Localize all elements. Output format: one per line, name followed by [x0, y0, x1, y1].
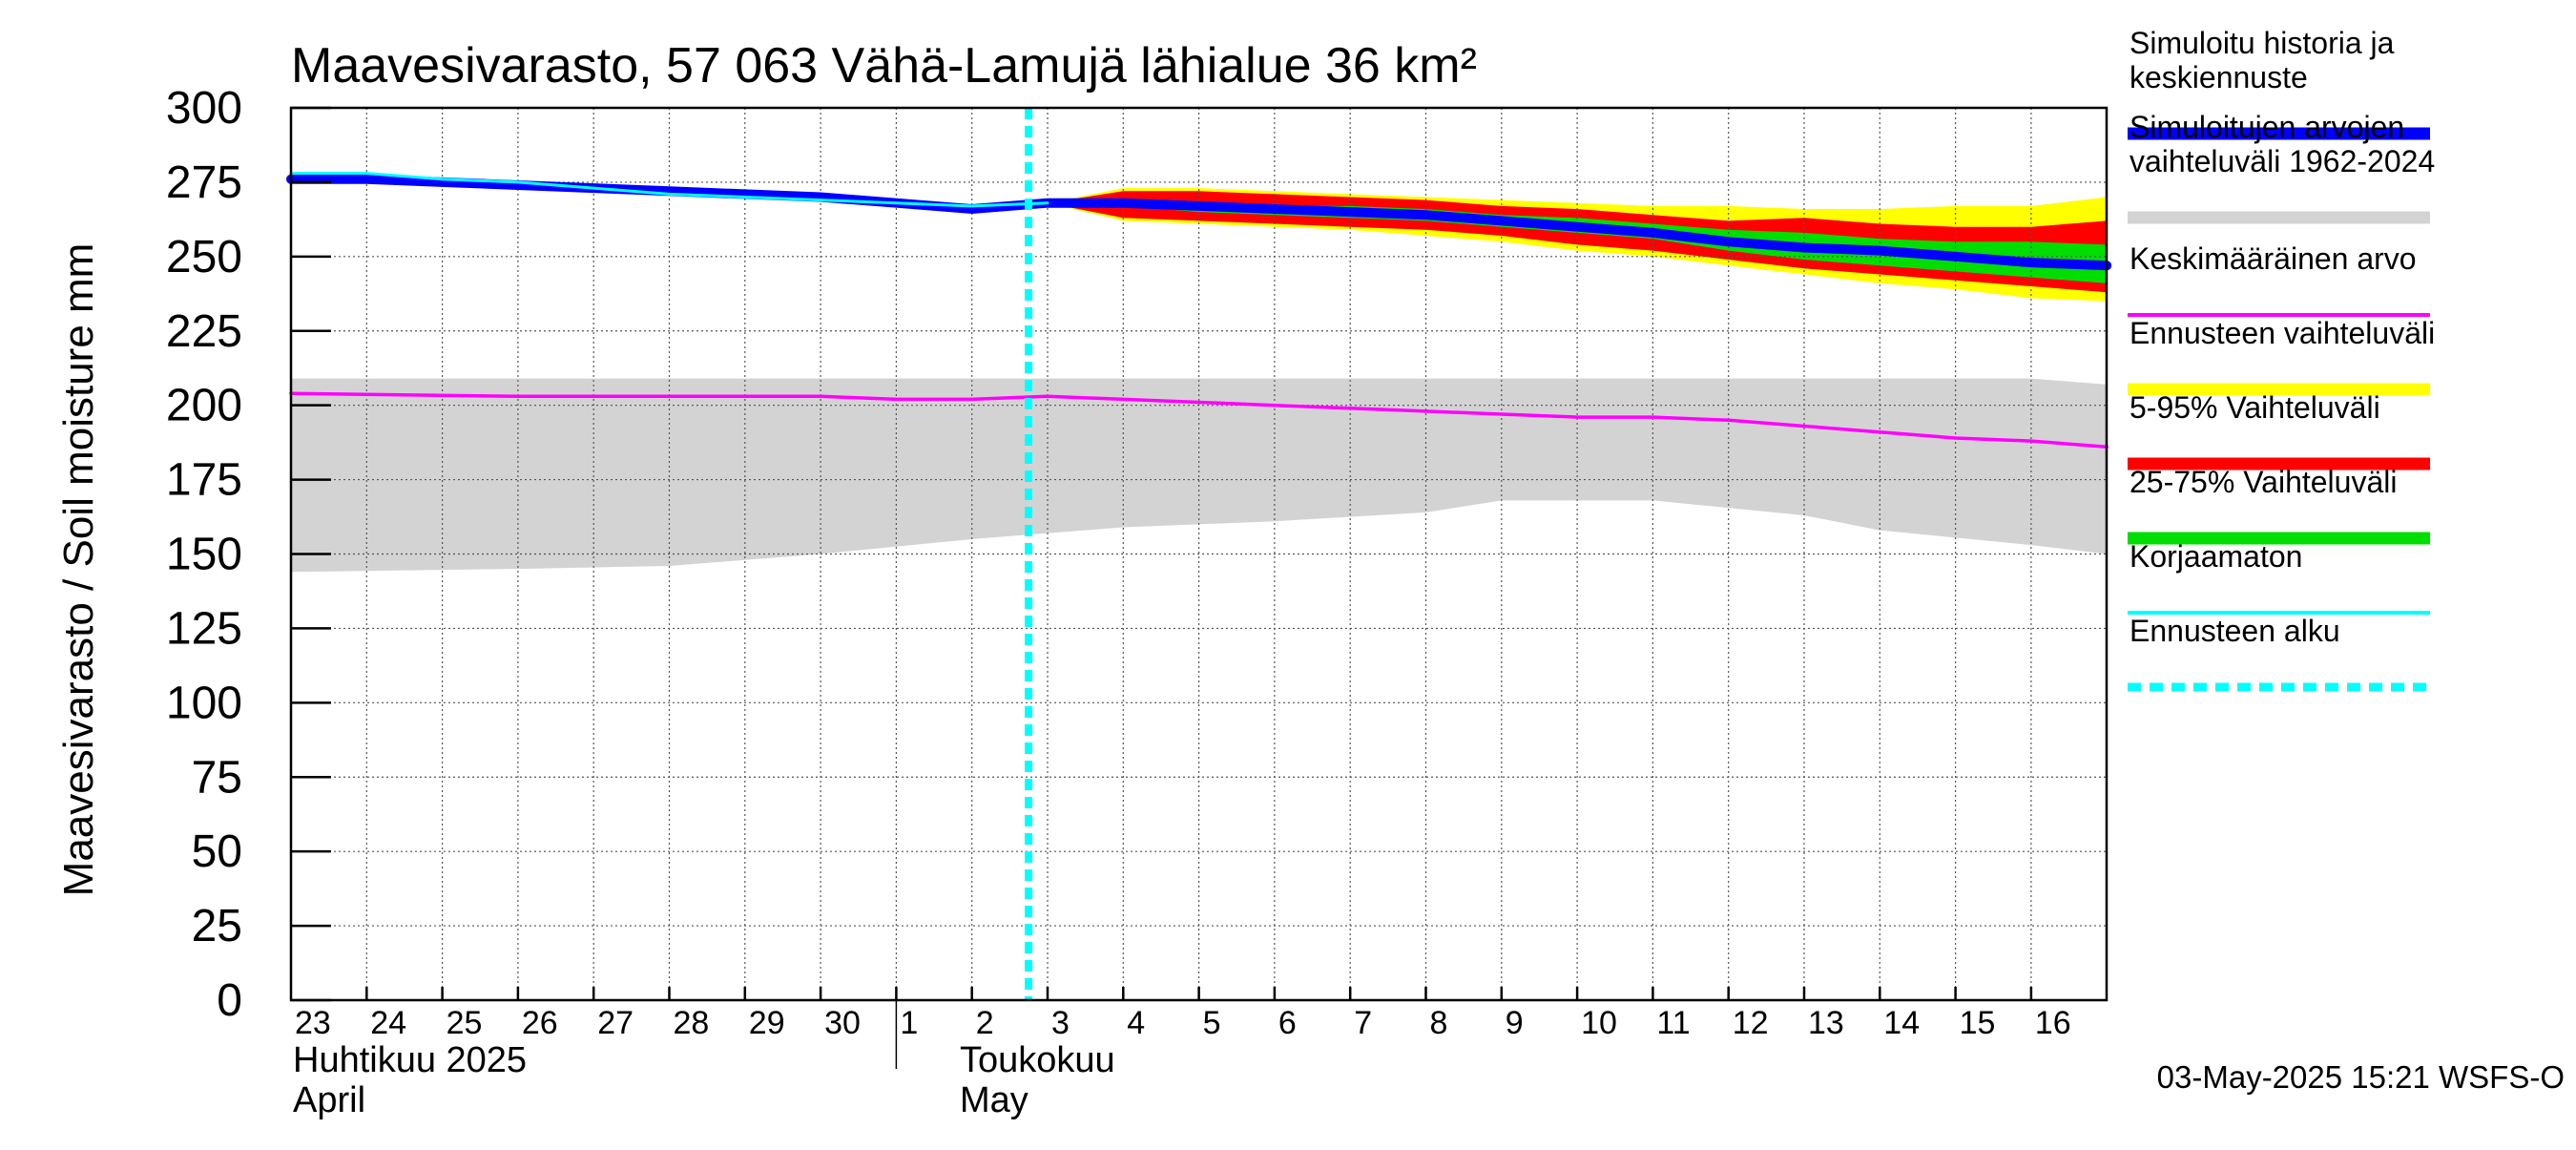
grid-layer	[291, 108, 2107, 1000]
y-tick-label: 300	[166, 83, 242, 134]
legend-label: keskiennuste	[2129, 60, 2308, 94]
y-tick-label: 0	[217, 975, 242, 1026]
y-tick-label: 125	[166, 603, 242, 654]
legend-label: Simuloitu historia ja	[2129, 26, 2395, 60]
month-label-fi: Toukokuu	[960, 1040, 1115, 1080]
legend-label: 25-75% Vaihteluväli	[2129, 465, 2397, 499]
x-tick-label: 29	[749, 1005, 785, 1041]
x-tick-label: 11	[1656, 1005, 1690, 1041]
legend-label: Keskimääräinen arvo	[2129, 241, 2417, 276]
legend-label: 5-95% Vaihteluväli	[2129, 390, 2380, 425]
month-label-fi: Huhtikuu 2025	[293, 1040, 527, 1080]
x-tick-label: 23	[295, 1005, 331, 1041]
x-tick-label: 24	[370, 1005, 406, 1041]
legend-label: Simuloitujen arvojen	[2129, 110, 2404, 144]
x-tick-label: 13	[1808, 1005, 1844, 1041]
legend-label: Korjaamaton	[2129, 539, 2302, 574]
x-tick-label: 14	[1883, 1005, 1920, 1041]
x-tick-label: 2	[976, 1005, 994, 1041]
x-tick-label: 28	[674, 1005, 710, 1041]
uncorrected-line	[289, 172, 1049, 208]
p25-75-band	[1048, 199, 2108, 283]
x-tick-label: 9	[1506, 1005, 1524, 1041]
x-tick-label: 8	[1430, 1005, 1448, 1041]
x-tick-label: 12	[1733, 1005, 1769, 1041]
y-tick-label: 175	[166, 455, 242, 506]
y-tick-label: 75	[192, 752, 242, 803]
x-tick-label: 7	[1354, 1005, 1372, 1041]
month-label-en: May	[960, 1080, 1028, 1120]
x-tick-label: 30	[824, 1005, 861, 1041]
legend-label: Ennusteen alku	[2129, 614, 2340, 648]
y-tick-label: 250	[166, 232, 242, 282]
x-tick-label: 4	[1127, 1005, 1145, 1041]
legend-label: Ennusteen vaihteluväli	[2129, 316, 2435, 350]
x-tick-label: 10	[1581, 1005, 1617, 1041]
chart-title: Maavesivarasto, 57 063 Vähä-Lamujä lähia…	[291, 38, 1477, 94]
x-tick-label: 5	[1203, 1005, 1221, 1041]
month-label-en: April	[293, 1080, 365, 1120]
y-tick-label: 25	[192, 901, 242, 951]
y-tick-label: 50	[192, 826, 242, 877]
legend-label: vaihteluväli 1962-2024	[2129, 144, 2435, 178]
y-tick-label: 225	[166, 306, 242, 357]
y-axis-label: Maavesivarasto / Soil moisture mm	[55, 243, 102, 897]
series-layer	[286, 108, 2112, 1000]
x-tick-label: 3	[1051, 1005, 1070, 1041]
y-tick-label: 150	[166, 530, 242, 580]
y-tick-label: 100	[166, 678, 242, 728]
x-tick-label: 26	[522, 1005, 558, 1041]
mean-line	[289, 391, 2109, 450]
x-tick-label: 16	[2035, 1005, 2071, 1041]
y-tick-label: 275	[166, 157, 242, 208]
x-tick-label: 15	[1960, 1005, 1996, 1041]
x-tick-label: 6	[1278, 1005, 1297, 1041]
x-tick-label: 1	[900, 1005, 918, 1041]
y-tick-label: 200	[166, 381, 242, 431]
x-tick-label: 27	[597, 1005, 634, 1041]
timestamp: 03-May-2025 15:21 WSFS-O	[2157, 1059, 2565, 1095]
x-tick-label: 25	[447, 1005, 483, 1041]
